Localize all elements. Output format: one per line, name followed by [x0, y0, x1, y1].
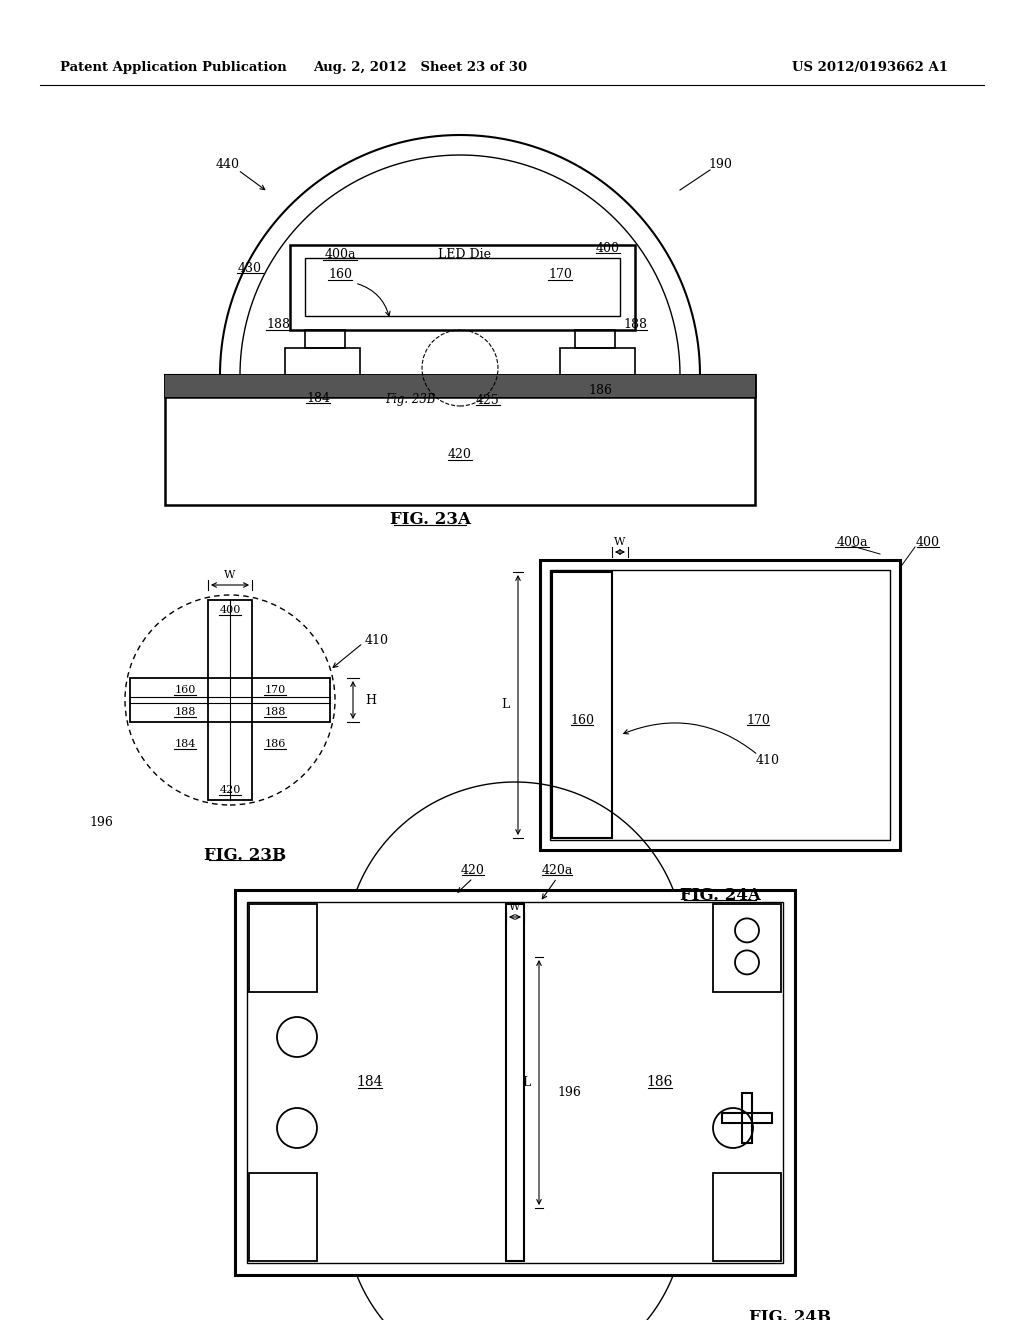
Text: 188: 188	[266, 318, 290, 331]
Text: FIG. 24B: FIG. 24B	[749, 1308, 831, 1320]
Text: 400: 400	[219, 605, 241, 615]
Text: 170: 170	[548, 268, 572, 281]
Text: H: H	[365, 693, 376, 706]
Bar	[575, 330, 615, 348]
Bar	[552, 572, 612, 838]
Bar	[722, 1113, 772, 1122]
Text: 160: 160	[174, 685, 196, 696]
Text: 190: 190	[708, 158, 732, 172]
Text: 184: 184	[174, 739, 196, 748]
Bar	[305, 330, 345, 348]
Bar	[560, 348, 635, 375]
Text: 188: 188	[264, 708, 286, 717]
Text: 170: 170	[746, 714, 770, 726]
Text: 188: 188	[174, 708, 196, 717]
Text: 410: 410	[365, 634, 389, 647]
Bar	[165, 375, 755, 397]
Text: L: L	[502, 698, 510, 711]
Text: 170: 170	[264, 685, 286, 696]
Bar	[208, 601, 252, 800]
Text: US 2012/0193662 A1: US 2012/0193662 A1	[792, 62, 948, 74]
Bar	[506, 904, 524, 1261]
Text: 400: 400	[596, 242, 620, 255]
Bar	[713, 904, 781, 993]
Text: 400a: 400a	[837, 536, 867, 549]
Text: W: W	[614, 537, 626, 546]
Bar	[540, 560, 900, 850]
Text: FIG. 23A: FIG. 23A	[389, 511, 470, 528]
Text: 184: 184	[356, 1076, 383, 1089]
Bar	[249, 1173, 317, 1261]
Bar	[285, 348, 360, 375]
Text: 420: 420	[219, 785, 241, 795]
Text: 184: 184	[306, 392, 330, 404]
Text: 420: 420	[449, 449, 472, 462]
Text: 160: 160	[328, 268, 352, 281]
Text: FIG. 23B: FIG. 23B	[204, 846, 286, 863]
Bar	[130, 678, 330, 722]
Text: 186: 186	[588, 384, 612, 396]
Text: FIG. 24A: FIG. 24A	[680, 887, 761, 903]
Text: 186: 186	[647, 1076, 673, 1089]
Text: 160: 160	[570, 714, 594, 726]
Bar	[742, 1093, 752, 1143]
Bar	[249, 904, 317, 993]
Text: W: W	[224, 570, 236, 579]
Bar	[165, 375, 755, 397]
Text: Patent Application Publication: Patent Application Publication	[60, 62, 287, 74]
Bar	[305, 257, 620, 315]
Text: 196: 196	[89, 817, 113, 829]
Bar	[550, 570, 890, 840]
Text: LED Die: LED Die	[438, 248, 492, 261]
Text: 420: 420	[461, 863, 485, 876]
Text: Aug. 2, 2012   Sheet 23 of 30: Aug. 2, 2012 Sheet 23 of 30	[313, 62, 527, 74]
Text: Fig. 23B: Fig. 23B	[385, 393, 435, 407]
Text: 188: 188	[623, 318, 647, 331]
Bar	[247, 902, 783, 1263]
Text: 425: 425	[476, 393, 500, 407]
Text: L: L	[522, 1076, 531, 1089]
Text: 196: 196	[557, 1086, 581, 1100]
Text: 410: 410	[756, 754, 780, 767]
Text: 400a: 400a	[325, 248, 355, 261]
Text: 440: 440	[216, 158, 240, 172]
Text: 186: 186	[264, 739, 286, 748]
Text: 420a: 420a	[542, 863, 572, 876]
Bar	[713, 1173, 781, 1261]
Text: W: W	[509, 902, 520, 912]
Text: 400: 400	[916, 536, 940, 549]
Text: 430: 430	[238, 261, 262, 275]
Bar	[234, 890, 795, 1275]
Bar	[290, 246, 635, 330]
Bar	[165, 375, 755, 506]
